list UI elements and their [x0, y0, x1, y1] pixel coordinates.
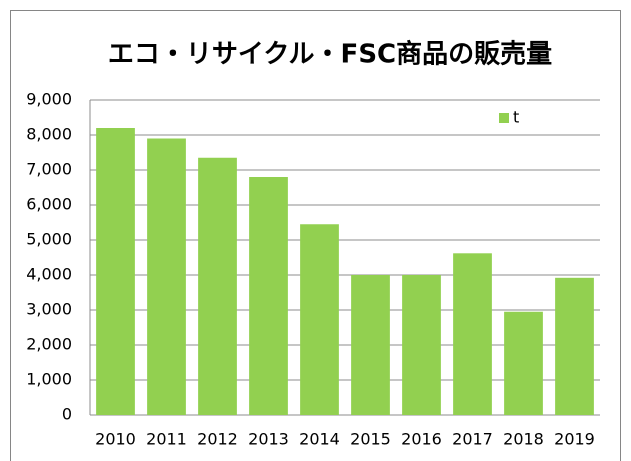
bar: [351, 275, 390, 415]
x-tick-label: 2011: [146, 430, 187, 449]
y-tick-label: 8,000: [26, 125, 72, 144]
bar: [555, 277, 594, 415]
x-tick-label: 2012: [197, 430, 238, 449]
bar: [300, 224, 339, 415]
y-tick-label: 2,000: [26, 335, 72, 354]
y-tick-label: 5,000: [26, 230, 72, 249]
bar: [402, 275, 441, 415]
y-tick-label: 0: [62, 405, 72, 424]
legend-swatch: [499, 113, 509, 123]
bar: [198, 157, 237, 415]
x-tick-label: 2015: [350, 430, 391, 449]
y-tick-label: 9,000: [26, 90, 72, 109]
bar: [249, 177, 288, 415]
bar: [504, 311, 543, 415]
y-tick-label: 6,000: [26, 195, 72, 214]
bar: [96, 128, 135, 415]
bar: [453, 253, 492, 415]
y-tick-label: 7,000: [26, 160, 72, 179]
x-tick-label: 2016: [401, 430, 442, 449]
x-tick-label: 2017: [452, 430, 493, 449]
y-tick-label: 3,000: [26, 300, 72, 319]
y-tick-label: 4,000: [26, 265, 72, 284]
x-tick-label: 2013: [248, 430, 289, 449]
x-tick-label: 2019: [554, 430, 595, 449]
x-tick-label: 2010: [95, 430, 136, 449]
bar: [147, 138, 186, 415]
x-tick-label: 2018: [503, 430, 544, 449]
legend-label: t: [513, 108, 519, 127]
chart-title: エコ・リサイクル・FSC商品の販売量: [108, 39, 552, 70]
x-tick-label: 2014: [299, 430, 340, 449]
y-tick-label: 1,000: [26, 370, 72, 389]
